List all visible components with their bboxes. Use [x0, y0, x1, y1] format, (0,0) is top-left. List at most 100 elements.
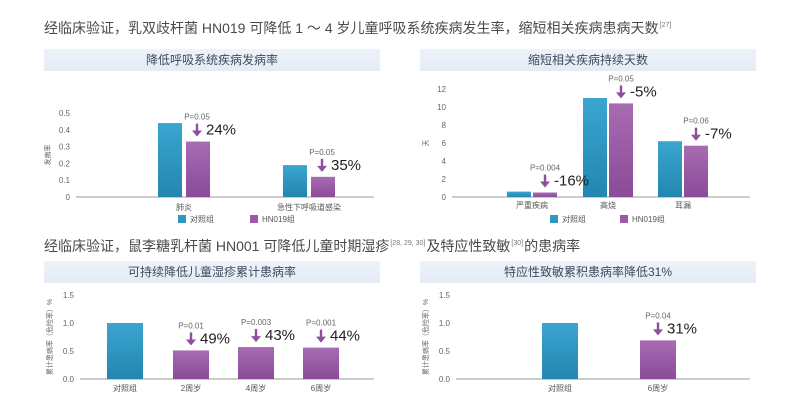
- y-tick-label: 1.0: [439, 319, 451, 328]
- bar-treatment: [238, 347, 274, 379]
- change-percent-label: 24%: [206, 122, 236, 139]
- section2-title-text-a: 经临床验证，鼠李糖乳杆菌 HN001 可降低儿童时期湿疹: [44, 238, 390, 254]
- bar-control: [507, 191, 531, 197]
- y-tick-label: 0.5: [439, 347, 451, 356]
- legend-label-treatment: HN019组: [632, 214, 665, 224]
- y-tick-label: 12: [437, 85, 446, 94]
- y-axis-label: 天: [422, 140, 430, 147]
- y-tick-label: 1.0: [63, 319, 75, 328]
- x-tick-label: 高烧: [600, 200, 616, 210]
- change-percent-label: -16%: [554, 173, 589, 190]
- y-tick-label: 0.4: [59, 126, 71, 135]
- bar-control: [283, 165, 307, 197]
- x-tick-label: 6周岁: [311, 383, 331, 393]
- x-tick-label: 耳漏: [675, 200, 691, 210]
- down-arrow-head-icon: [691, 134, 701, 141]
- chart-panel-sensitization-incidence: 特应性致敏累积患病率降低31% 0.0 0.5 1.0 1.5 累计患病率（危险率）% 对…: [420, 261, 756, 411]
- legend-swatch-control: [550, 215, 558, 223]
- change-percent-label: 35%: [331, 157, 361, 174]
- legend-swatch-treatment: [620, 215, 628, 223]
- down-arrow-head-icon: [186, 339, 196, 346]
- bar-control: [107, 323, 143, 379]
- y-tick-label: 0.2: [59, 159, 71, 168]
- bar-control: [583, 98, 607, 197]
- bar-control: [658, 141, 682, 197]
- p-value-label: P=0.004: [530, 164, 561, 173]
- chart-panel-disease-duration: 缩短相关疾病持续天数 0 2 4 6 8 10 12 天严重疾病 高烧 耳漏 P=0.004 -16%…: [420, 49, 756, 224]
- down-arrow-head-icon: [316, 336, 326, 343]
- x-tick-label: 严重疾病: [516, 200, 548, 210]
- bar-treatment: [609, 103, 633, 197]
- section2-title: 经临床验证，鼠李糖乳杆菌 HN001 可降低儿童时期湿疹[28, 29, 30]…: [44, 236, 580, 256]
- p-value-label: P=0.05: [184, 113, 210, 122]
- y-tick-label: 1.5: [439, 291, 451, 300]
- bar-treatment: [303, 347, 339, 379]
- legend-swatch-treatment: [250, 215, 258, 223]
- p-value-label: P=0.003: [241, 318, 272, 327]
- chart-title: 缩短相关疾病持续天数: [420, 49, 756, 71]
- chart-panel-eczema-incidence: 可持续降低儿童湿疹累计患病率 0.0 0.5 1.0 1.5 累计患病率（危险率）% 对照…: [44, 261, 380, 411]
- p-value-label: P=0.04: [645, 311, 671, 320]
- y-tick-label: 1.5: [63, 291, 75, 300]
- x-tick-label: 4周岁: [246, 383, 266, 393]
- y-tick-label: 0.5: [59, 109, 71, 118]
- y-tick-label: 6: [442, 139, 447, 148]
- bar-control: [158, 123, 182, 197]
- y-tick-label: 0: [442, 193, 447, 202]
- down-arrow-head-icon: [317, 165, 327, 172]
- section1-title-ref: [27]: [659, 22, 672, 29]
- y-axis-label: 累计患病率（危险率）%: [421, 299, 430, 375]
- x-tick-label: 6周岁: [648, 383, 668, 393]
- change-percent-label: 31%: [667, 320, 697, 337]
- y-axis-label: 发病率: [43, 145, 52, 166]
- down-arrow-head-icon: [540, 181, 550, 188]
- section1-title: 经临床验证，乳双歧杆菌 HN019 可降低 1 ～ 4 岁儿童呼吸系统疾病发生率…: [44, 18, 672, 38]
- section2-title-ref-b: [30]: [511, 240, 524, 247]
- y-axis-label: 累计患病率（危险率）%: [45, 299, 54, 375]
- chart-title: 降低呼吸系统疾病发病率: [44, 49, 380, 71]
- eczema-incidence-chart: 0.0 0.5 1.0 1.5 累计患病率（危险率）% 对照组 2周岁 4周岁 6周岁 P=0.0…: [45, 291, 374, 393]
- x-tick-label: 肺炎: [176, 203, 192, 212]
- section2-title-text-b: 及特应性致敏: [426, 238, 511, 254]
- bar-treatment: [173, 350, 209, 379]
- y-tick-label: 2: [442, 175, 447, 184]
- section2-title-ref-a: [28, 29, 30]: [390, 240, 426, 247]
- down-arrow-head-icon: [653, 329, 663, 336]
- y-tick-label: 0.3: [59, 143, 71, 152]
- y-tick-label: 0.1: [59, 176, 71, 185]
- change-percent-label: 49%: [200, 330, 230, 347]
- x-tick-label: 2周岁: [181, 383, 201, 393]
- chart-title: 特应性致敏累积患病率降低31%: [420, 261, 756, 283]
- bar-treatment: [533, 192, 557, 197]
- legend-label-control: 对照组: [190, 214, 214, 224]
- down-arrow-head-icon: [192, 130, 202, 137]
- legend-label-control: 对照组: [562, 214, 586, 224]
- y-tick-label: 0.0: [63, 375, 75, 384]
- bar-treatment: [684, 145, 708, 197]
- y-tick-label: 0: [66, 193, 71, 202]
- section2-title-text-c: 的患病率: [524, 238, 581, 254]
- change-percent-label: 43%: [265, 327, 295, 344]
- x-tick-label: 急性下呼吸道感染: [277, 202, 341, 212]
- x-tick-label: 对照组: [113, 383, 137, 393]
- down-arrow-head-icon: [251, 336, 261, 343]
- change-percent-label: -7%: [705, 126, 732, 143]
- legend-label-treatment: HN019组: [262, 214, 295, 224]
- chart-title: 可持续降低儿童湿疹累计患病率: [44, 261, 380, 283]
- change-percent-label: -5%: [630, 83, 657, 100]
- x-tick-label: 对照组: [548, 383, 572, 393]
- section1-title-text: 经临床验证，乳双歧杆菌 HN019 可降低 1 ～ 4 岁儿童呼吸系统疾病发生率…: [44, 20, 659, 36]
- chart-panel-respiratory-incidence: 降低呼吸系统疾病发病率 0 0.1 0.2 0.3 0.4 0.5 发病率肺炎 急性下呼吸道感…: [43, 49, 380, 224]
- bar-treatment: [186, 141, 210, 197]
- p-value-label: P=0.05: [309, 148, 335, 157]
- p-value-label: P=0.01: [178, 321, 204, 330]
- bar-control: [542, 323, 578, 379]
- legend-swatch-control: [178, 215, 186, 223]
- y-tick-label: 10: [437, 103, 446, 112]
- down-arrow-head-icon: [616, 92, 626, 99]
- change-percent-label: 44%: [330, 328, 360, 345]
- y-tick-label: 0.0: [439, 375, 451, 384]
